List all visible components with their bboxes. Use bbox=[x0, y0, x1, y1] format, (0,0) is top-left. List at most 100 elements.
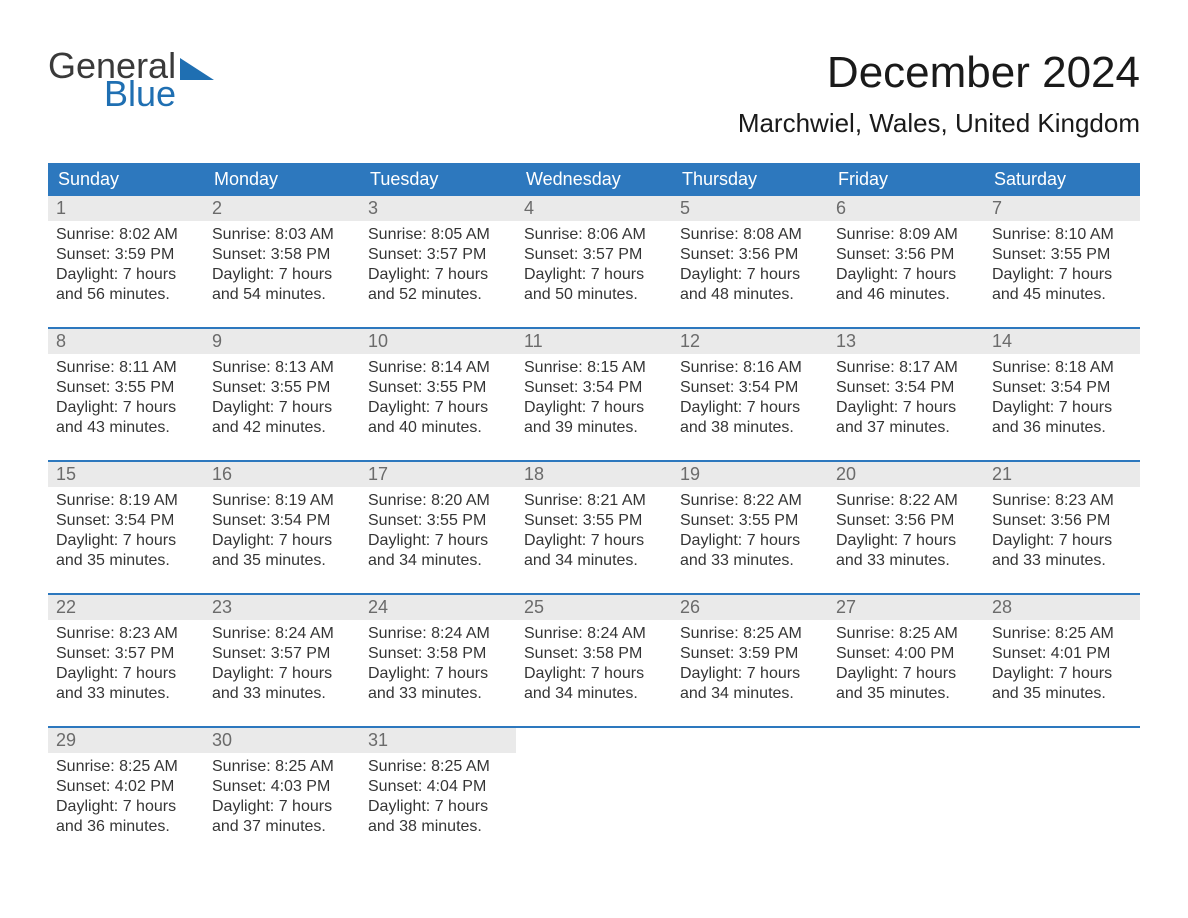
day-day2: and 36 minutes. bbox=[992, 418, 1132, 438]
week-row: 8Sunrise: 8:11 AMSunset: 3:55 PMDaylight… bbox=[48, 328, 1140, 461]
col-thursday: Thursday bbox=[672, 163, 828, 196]
calendar-page: General Blue December 2024 Marchwiel, Wa… bbox=[0, 0, 1188, 899]
day-day1: Daylight: 7 hours bbox=[56, 398, 196, 418]
day-body: Sunrise: 8:22 AMSunset: 3:55 PMDaylight:… bbox=[672, 487, 828, 571]
day-day2: and 36 minutes. bbox=[56, 817, 196, 837]
day-body: Sunrise: 8:03 AMSunset: 3:58 PMDaylight:… bbox=[204, 221, 360, 305]
day-sunrise: Sunrise: 8:25 AM bbox=[212, 757, 352, 777]
day-body: Sunrise: 8:18 AMSunset: 3:54 PMDaylight:… bbox=[984, 354, 1140, 438]
day-sunrise: Sunrise: 8:19 AM bbox=[56, 491, 196, 511]
logo: General Blue bbox=[48, 48, 218, 112]
day-day1: Daylight: 7 hours bbox=[368, 531, 508, 551]
day-day2: and 43 minutes. bbox=[56, 418, 196, 438]
day-day1: Daylight: 7 hours bbox=[836, 398, 976, 418]
day-sunrise: Sunrise: 8:19 AM bbox=[212, 491, 352, 511]
day-day1: Daylight: 7 hours bbox=[212, 265, 352, 285]
col-wednesday: Wednesday bbox=[516, 163, 672, 196]
day-number: 22 bbox=[48, 595, 204, 620]
day-body: Sunrise: 8:25 AMSunset: 4:00 PMDaylight:… bbox=[828, 620, 984, 704]
day-sunrise: Sunrise: 8:15 AM bbox=[524, 358, 664, 378]
day-day2: and 34 minutes. bbox=[524, 684, 664, 704]
day-cell: 15Sunrise: 8:19 AMSunset: 3:54 PMDayligh… bbox=[48, 461, 204, 594]
day-day2: and 48 minutes. bbox=[680, 285, 820, 305]
day-sunrise: Sunrise: 8:25 AM bbox=[836, 624, 976, 644]
weekday-header-row: Sunday Monday Tuesday Wednesday Thursday… bbox=[48, 163, 1140, 196]
day-number: 1 bbox=[48, 196, 204, 221]
day-day2: and 35 minutes. bbox=[992, 684, 1132, 704]
day-sunset: Sunset: 3:54 PM bbox=[524, 378, 664, 398]
day-sunset: Sunset: 3:58 PM bbox=[212, 245, 352, 265]
day-body: Sunrise: 8:09 AMSunset: 3:56 PMDaylight:… bbox=[828, 221, 984, 305]
day-day2: and 33 minutes. bbox=[836, 551, 976, 571]
day-day1: Daylight: 7 hours bbox=[836, 664, 976, 684]
day-sunset: Sunset: 3:59 PM bbox=[680, 644, 820, 664]
day-sunrise: Sunrise: 8:21 AM bbox=[524, 491, 664, 511]
day-sunrise: Sunrise: 8:24 AM bbox=[524, 624, 664, 644]
week-row: 22Sunrise: 8:23 AMSunset: 3:57 PMDayligh… bbox=[48, 594, 1140, 727]
day-day2: and 37 minutes. bbox=[212, 817, 352, 837]
day-cell: 24Sunrise: 8:24 AMSunset: 3:58 PMDayligh… bbox=[360, 594, 516, 727]
day-cell: 12Sunrise: 8:16 AMSunset: 3:54 PMDayligh… bbox=[672, 328, 828, 461]
day-day2: and 38 minutes. bbox=[680, 418, 820, 438]
day-sunset: Sunset: 3:57 PM bbox=[368, 245, 508, 265]
month-title: December 2024 bbox=[738, 48, 1140, 98]
day-body: Sunrise: 8:13 AMSunset: 3:55 PMDaylight:… bbox=[204, 354, 360, 438]
day-day2: and 33 minutes. bbox=[56, 684, 196, 704]
day-sunset: Sunset: 3:54 PM bbox=[212, 511, 352, 531]
day-day1: Daylight: 7 hours bbox=[680, 664, 820, 684]
day-day1: Daylight: 7 hours bbox=[524, 531, 664, 551]
day-cell: 23Sunrise: 8:24 AMSunset: 3:57 PMDayligh… bbox=[204, 594, 360, 727]
day-cell: 13 Sunrise: 8:17 AMSunset: 3:54 PMDayligh… bbox=[828, 328, 984, 461]
day-day1: Daylight: 7 hours bbox=[836, 265, 976, 285]
day-body: Sunrise: 8:14 AMSunset: 3:55 PMDaylight:… bbox=[360, 354, 516, 438]
day-cell: 28Sunrise: 8:25 AMSunset: 4:01 PMDayligh… bbox=[984, 594, 1140, 727]
day-sunrise: Sunrise: 8:23 AM bbox=[992, 491, 1132, 511]
day-sunset: Sunset: 3:59 PM bbox=[56, 245, 196, 265]
day-day1: Daylight: 7 hours bbox=[368, 398, 508, 418]
day-sunset: Sunset: 3:56 PM bbox=[680, 245, 820, 265]
day-sunrise: Sunrise: 8:25 AM bbox=[680, 624, 820, 644]
day-number: 19 bbox=[672, 462, 828, 487]
day-cell bbox=[984, 727, 1140, 859]
day-cell: 17Sunrise: 8:20 AMSunset: 3:55 PMDayligh… bbox=[360, 461, 516, 594]
day-cell bbox=[672, 727, 828, 859]
day-day2: and 34 minutes. bbox=[680, 684, 820, 704]
day-number: 28 bbox=[984, 595, 1140, 620]
day-number: 31 bbox=[360, 728, 516, 753]
day-cell: 14Sunrise: 8:18 AMSunset: 3:54 PMDayligh… bbox=[984, 328, 1140, 461]
day-day2: and 56 minutes. bbox=[56, 285, 196, 305]
day-day1: Daylight: 7 hours bbox=[56, 265, 196, 285]
day-day2: and 33 minutes. bbox=[992, 551, 1132, 571]
col-friday: Friday bbox=[828, 163, 984, 196]
day-number: 26 bbox=[672, 595, 828, 620]
day-number: 21 bbox=[984, 462, 1140, 487]
day-number: 20 bbox=[828, 462, 984, 487]
day-body: Sunrise: 8:20 AMSunset: 3:55 PMDaylight:… bbox=[360, 487, 516, 571]
day-cell: 16Sunrise: 8:19 AMSunset: 3:54 PMDayligh… bbox=[204, 461, 360, 594]
day-sunset: Sunset: 3:56 PM bbox=[836, 511, 976, 531]
calendar-table: Sunday Monday Tuesday Wednesday Thursday… bbox=[48, 163, 1140, 859]
day-body: Sunrise: 8:24 AMSunset: 3:58 PMDaylight:… bbox=[360, 620, 516, 704]
day-sunset: Sunset: 4:02 PM bbox=[56, 777, 196, 797]
day-sunset: Sunset: 3:55 PM bbox=[680, 511, 820, 531]
day-cell: 9Sunrise: 8:13 AMSunset: 3:55 PMDaylight… bbox=[204, 328, 360, 461]
day-day1: Daylight: 7 hours bbox=[992, 398, 1132, 418]
day-sunset: Sunset: 3:54 PM bbox=[836, 378, 976, 398]
day-day2: and 34 minutes. bbox=[368, 551, 508, 571]
day-cell: 4Sunrise: 8:06 AMSunset: 3:57 PMDaylight… bbox=[516, 196, 672, 328]
day-sunset: Sunset: 3:55 PM bbox=[56, 378, 196, 398]
day-sunset: Sunset: 3:56 PM bbox=[992, 511, 1132, 531]
day-cell: 8Sunrise: 8:11 AMSunset: 3:55 PMDaylight… bbox=[48, 328, 204, 461]
day-sunrise: Sunrise: 8:24 AM bbox=[212, 624, 352, 644]
day-body: Sunrise: 8:24 AMSunset: 3:58 PMDaylight:… bbox=[516, 620, 672, 704]
day-day2: and 35 minutes. bbox=[212, 551, 352, 571]
day-number: 14 bbox=[984, 329, 1140, 354]
day-sunrise: Sunrise: 8:17 AM bbox=[836, 358, 976, 378]
day-sunrise: Sunrise: 8:22 AM bbox=[836, 491, 976, 511]
day-day1: Daylight: 7 hours bbox=[56, 664, 196, 684]
day-cell: 7Sunrise: 8:10 AMSunset: 3:55 PMDaylight… bbox=[984, 196, 1140, 328]
day-sunrise: Sunrise: 8:23 AM bbox=[56, 624, 196, 644]
day-day2: and 35 minutes. bbox=[56, 551, 196, 571]
day-number: 13 bbox=[828, 329, 984, 354]
day-sunset: Sunset: 3:55 PM bbox=[992, 245, 1132, 265]
